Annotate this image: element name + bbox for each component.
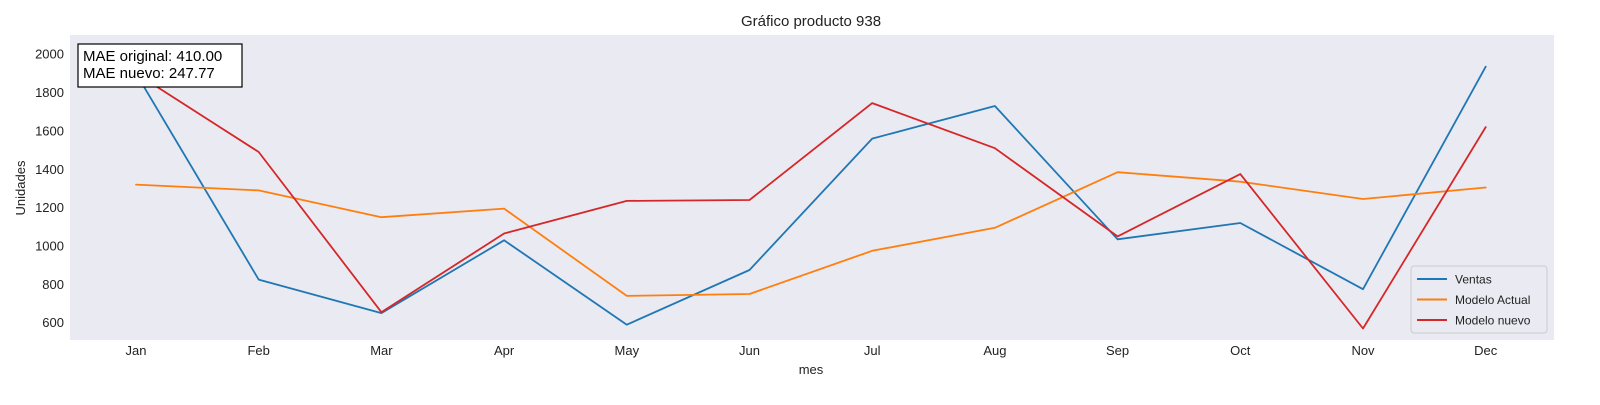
legend: Ventas Modelo Actual Modelo nuevo <box>1410 265 1548 334</box>
y-tick-label: 1600 <box>35 123 64 138</box>
series-line-modelo-actual <box>135 171 1487 297</box>
x-axis-ticks: Jan Feb Mar Apr May Jun Jul Aug Sep Oct Nov Dec <box>126 343 1498 358</box>
legend-label-modelo-actual: Modelo Actual <box>1455 293 1530 307</box>
x-tick-label: Mar <box>370 343 393 358</box>
x-tick-label: Feb <box>247 343 269 358</box>
mae-original-text: MAE original: 410.00 <box>83 48 222 65</box>
mae-annotation-frame <box>77 43 243 88</box>
legend-label-modelo-nuevo: Modelo nuevo <box>1455 314 1531 328</box>
x-tick-label: Jan <box>126 343 147 358</box>
x-tick-label: Sep <box>1106 343 1129 358</box>
y-tick-label: 2000 <box>35 47 64 62</box>
chart-title: Gráfico producto 938 <box>741 13 881 30</box>
y-tick-label: 1200 <box>35 200 64 215</box>
legend-frame <box>1410 265 1548 334</box>
x-tick-label: Oct <box>1230 343 1251 358</box>
x-tick-label: Apr <box>494 343 515 358</box>
y-tick-label: 1000 <box>35 239 64 254</box>
y-axis-label: Unidades <box>13 160 28 215</box>
x-tick-label: Nov <box>1351 343 1375 358</box>
x-tick-label: Dec <box>1474 343 1498 358</box>
y-tick-label: 800 <box>42 277 64 292</box>
series-line-ventas <box>135 65 1487 326</box>
mae-annotation-box: MAE original: 410.00 MAE nuevo: 247.77 <box>77 43 243 88</box>
plot-area <box>70 35 1554 340</box>
x-tick-label: Jul <box>864 343 881 358</box>
mae-nuevo-text: MAE nuevo: 247.77 <box>83 65 215 82</box>
series-layer <box>135 65 1487 330</box>
legend-label-ventas: Ventas <box>1455 273 1492 287</box>
series-line-modelo-nuevo <box>135 72 1487 330</box>
y-tick-label: 600 <box>42 315 64 330</box>
y-axis-ticks: 600 800 1000 1200 1400 1600 1800 2000 <box>35 47 64 331</box>
y-tick-label: 1400 <box>35 162 64 177</box>
x-tick-label: May <box>615 343 640 358</box>
x-tick-label: Aug <box>983 343 1006 358</box>
y-tick-label: 1800 <box>35 85 64 100</box>
x-tick-label: Jun <box>739 343 760 358</box>
x-axis-label: mes <box>799 362 824 377</box>
